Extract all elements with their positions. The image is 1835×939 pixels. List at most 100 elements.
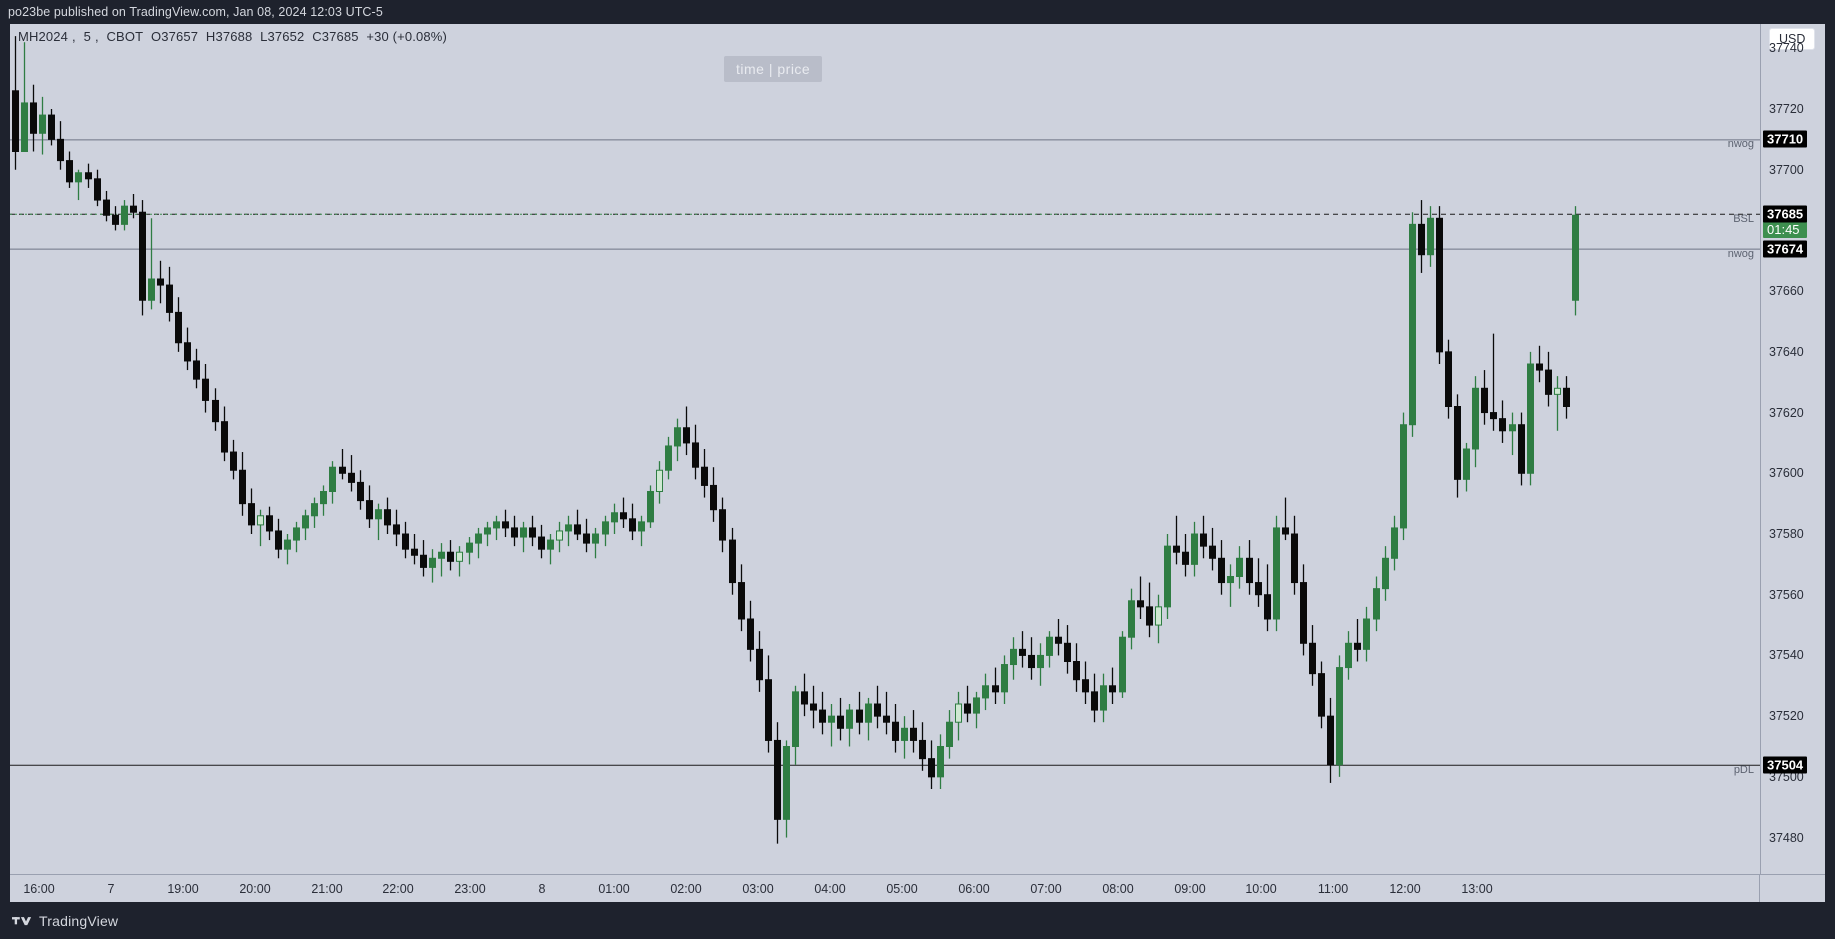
candle-body xyxy=(819,709,826,723)
candle-body xyxy=(1527,363,1534,474)
candle-body xyxy=(1173,545,1180,553)
candle-body xyxy=(502,521,509,529)
candle-body xyxy=(1010,648,1017,666)
candle-body xyxy=(1300,582,1307,644)
price-badge-nwog-lower[interactable]: 37674 xyxy=(1763,240,1808,258)
price-tick: 37740 xyxy=(1769,41,1804,56)
price-tick: 37560 xyxy=(1769,587,1804,602)
candle-body xyxy=(1572,214,1579,301)
candle-body xyxy=(910,727,917,741)
candle-body xyxy=(656,469,663,492)
time-tick: 13:00 xyxy=(1461,882,1493,896)
candle-body xyxy=(329,466,336,493)
candle-body xyxy=(1264,594,1271,620)
candle-body xyxy=(1481,387,1488,414)
tradingview-logo[interactable]: TradingView xyxy=(12,913,118,929)
time-tick: 02:00 xyxy=(670,882,702,896)
currency-badge[interactable]: USD xyxy=(1769,28,1816,50)
candle-body xyxy=(973,697,980,714)
price-tick: 37700 xyxy=(1769,162,1804,177)
candle-body xyxy=(583,533,590,544)
candle-body xyxy=(66,160,73,183)
candle-body xyxy=(602,521,609,535)
time-scale[interactable]: 16:00 7 19:00 20:00 21:00 22:00 23:00 8 01:00 02:… xyxy=(10,874,1825,902)
price-badge-pdl[interactable]: 37504 xyxy=(1763,756,1808,774)
candle-body xyxy=(1518,424,1525,474)
candle-body xyxy=(175,311,182,344)
time-tick: 03:00 xyxy=(742,882,774,896)
candle-body xyxy=(384,509,391,526)
candle-body xyxy=(1409,223,1416,426)
candle-body xyxy=(293,527,300,541)
candle-body xyxy=(438,551,445,559)
candle-body xyxy=(1363,618,1370,650)
time-tick: 06:00 xyxy=(958,882,990,896)
candle-body xyxy=(202,378,209,401)
candle-body xyxy=(511,527,518,538)
candle-body xyxy=(239,469,246,505)
candle-body xyxy=(1336,667,1343,766)
candle-body xyxy=(30,102,37,134)
candle-body xyxy=(48,114,55,140)
candle-body xyxy=(937,746,944,778)
price-badge-nwog-upper[interactable]: 37710 xyxy=(1763,130,1808,148)
candle-body xyxy=(692,442,699,468)
publisher-text: po23be published on TradingView.com, Jan… xyxy=(8,5,383,19)
candle-body xyxy=(157,278,164,286)
price-tick: 37500 xyxy=(1769,769,1804,784)
candle-body xyxy=(230,451,237,471)
candle-body xyxy=(1373,588,1380,620)
candle-body xyxy=(1227,576,1234,584)
candle-body xyxy=(756,648,763,681)
time-tick: 10:00 xyxy=(1245,882,1277,896)
candle-body xyxy=(248,503,255,526)
candle-body xyxy=(1236,557,1243,577)
price-badge-bsl[interactable]: 37685 xyxy=(1763,205,1808,223)
candle-body xyxy=(1246,557,1253,584)
time-tick: 20:00 xyxy=(239,882,271,896)
candlestick-canvas[interactable] xyxy=(10,24,1760,874)
time-price-tool-label[interactable]: time | price xyxy=(724,56,823,82)
candle-body xyxy=(1463,448,1470,480)
candle-series[interactable] xyxy=(12,36,1579,844)
chart-pane[interactable]: nwog BSL nwog pDL xyxy=(10,24,1760,874)
candle-body xyxy=(1182,551,1189,565)
chart-frame[interactable]: nwog BSL nwog pDL MH2024, 5, CBOT O37657 H3… xyxy=(10,24,1825,874)
candle-body xyxy=(130,205,137,213)
candle-body xyxy=(1046,636,1053,656)
time-tick: 12:00 xyxy=(1389,882,1421,896)
candle-body xyxy=(547,539,554,550)
tradingview-glyph-icon xyxy=(12,916,32,925)
candle-body xyxy=(1100,685,1107,711)
candle-body xyxy=(837,715,844,729)
candle-body xyxy=(1391,527,1398,559)
candle-body xyxy=(1109,685,1116,693)
candle-body xyxy=(94,178,101,201)
price-line-label-bsl: BSL xyxy=(1733,212,1754,225)
candle-body xyxy=(1218,557,1225,584)
candle-body xyxy=(266,515,273,532)
candle-body xyxy=(1318,673,1325,717)
candle-body xyxy=(1382,557,1389,590)
candle-body xyxy=(1509,424,1516,432)
time-tick: 07:00 xyxy=(1030,882,1062,896)
candle-body xyxy=(184,342,191,362)
candle-body xyxy=(964,703,971,714)
footer-bar: TradingView xyxy=(0,902,1835,939)
candle-body xyxy=(520,527,527,538)
price-tick: 37600 xyxy=(1769,466,1804,481)
time-tick: 11:00 xyxy=(1317,882,1349,896)
candle-body xyxy=(85,172,92,180)
price-tick: 37540 xyxy=(1769,648,1804,663)
candle-body xyxy=(39,114,46,134)
candle-body xyxy=(357,481,364,502)
candle-body xyxy=(1128,600,1135,638)
price-scale[interactable]: USD 377403772037700376803766037640376203… xyxy=(1760,24,1825,874)
candle-body xyxy=(765,679,772,741)
candle-body xyxy=(193,360,200,380)
candle-body xyxy=(1536,363,1543,371)
candle-body xyxy=(729,539,736,584)
candle-body xyxy=(710,484,717,511)
time-tick: 7 xyxy=(107,882,115,896)
candle-body xyxy=(1563,387,1570,407)
